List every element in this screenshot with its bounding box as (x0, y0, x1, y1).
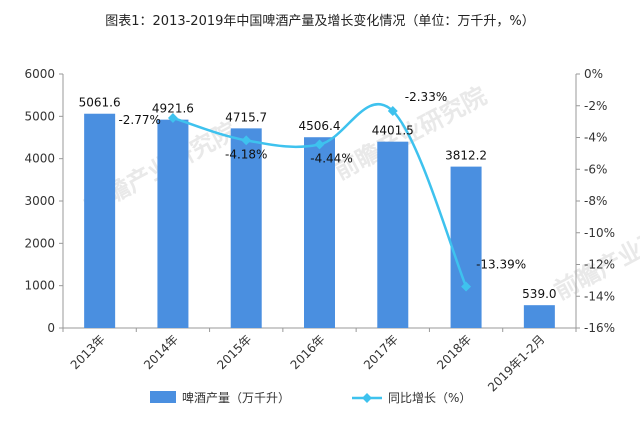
bar-value-label: 3812.2 (445, 149, 487, 163)
bar-value-label: 4715.7 (225, 110, 267, 124)
y-left-tick-label: 2000 (24, 236, 55, 250)
y-left-tick-label: 4000 (24, 152, 55, 166)
legend-swatch-marker (362, 393, 372, 403)
y-left-tick-label: 0 (47, 321, 55, 335)
bar-value-label: 539.0 (522, 287, 556, 301)
bar-value-label: 5061.6 (79, 96, 121, 110)
y-left-tick-label: 5000 (24, 109, 55, 123)
growth-value-label: -13.39% (476, 258, 526, 272)
y-right-tick-label: -12% (584, 258, 615, 272)
bar (157, 119, 189, 328)
y-left-tick-label: 3000 (24, 194, 55, 208)
legend-swatch-bar (150, 391, 176, 403)
y-left-tick-label: 6000 (24, 67, 55, 81)
bar-value-label: 4401.5 (372, 124, 414, 138)
y-left-tick-label: 1000 (24, 279, 55, 293)
legend-label-line: 同比增长（%） (388, 391, 471, 405)
legend-label-bar: 啤酒产量（万千升） (182, 390, 290, 405)
growth-value-label: -4.18% (225, 147, 267, 161)
y-right-tick-label: 0% (584, 67, 603, 81)
bar (523, 305, 555, 328)
growth-point (167, 113, 178, 123)
y-right-tick-label: -6% (584, 162, 607, 176)
growth-point (461, 281, 472, 292)
y-right-tick-label: -10% (584, 226, 615, 240)
y-right-tick-label: -4% (584, 131, 607, 145)
growth-value-label: -2.33% (405, 90, 447, 104)
y-right-tick-label: -14% (584, 289, 615, 303)
bar (377, 141, 409, 328)
x-tick-label: 2018年 (434, 332, 474, 372)
growth-value-label: -2.77% (118, 113, 160, 127)
growth-value-label: -4.44% (310, 151, 352, 165)
x-tick-label: 2016年 (288, 332, 328, 372)
x-tick-label: 2015年 (214, 332, 254, 372)
x-tick-label: 2017年 (361, 332, 401, 372)
bar (230, 128, 262, 328)
y-right-tick-label: -8% (584, 194, 607, 208)
bar (304, 137, 335, 328)
bar-value-label: 4921.6 (152, 102, 194, 116)
bar-value-label: 4506.4 (299, 119, 341, 133)
growth-point (241, 135, 252, 146)
x-tick-label: 2019年1-2月 (485, 332, 547, 394)
growth-point (314, 139, 325, 150)
chart-title: 图表1：2013-2019年中国啤酒产量及增长变化情况（单位：万千升，%） (105, 14, 535, 29)
x-tick-label: 2013年 (68, 332, 108, 372)
y-right-tick-label: -2% (584, 99, 607, 113)
bar (84, 113, 116, 328)
growth-line (172, 102, 468, 288)
bar (450, 166, 482, 328)
x-tick-label: 2014年 (141, 332, 181, 372)
y-right-tick-label: -16% (584, 321, 615, 335)
